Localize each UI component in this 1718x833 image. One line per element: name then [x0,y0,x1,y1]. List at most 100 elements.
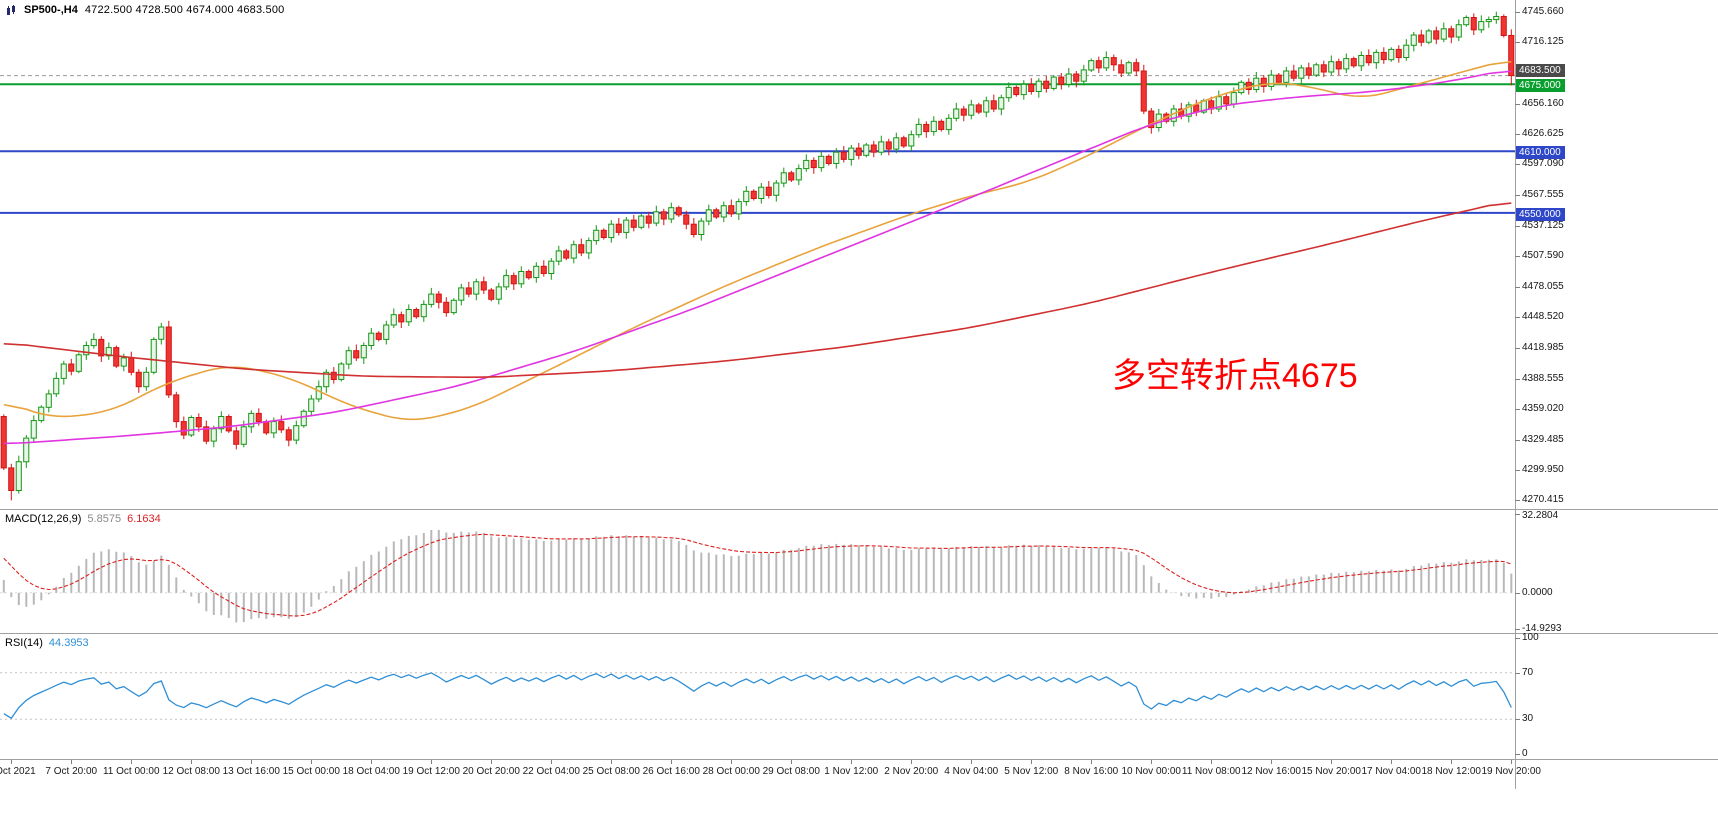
time-axis-label: 18 Nov 12:00 [1421,766,1482,777]
price-axis-label: 4388.555 [1522,372,1564,384]
axis-tick [1515,500,1520,502]
time-axis-tick [371,760,373,764]
time-axis-label: 12 Nov 16:00 [1241,766,1302,777]
axis-tick [1515,134,1520,136]
pivot-annotation-text[interactable]: 多空转折点4675 [1112,357,1358,395]
axis-tick [1515,514,1520,516]
axis-tick [1515,638,1520,639]
time-axis-label: 19 Nov 20:00 [1481,766,1542,777]
time-axis-tick [1451,760,1453,764]
time-axis-label: 20 Oct 20:00 [462,766,520,777]
price-axis-label: 4448.520 [1522,311,1564,323]
time-axis-tick [911,760,913,764]
time-axis-tick [1031,760,1033,764]
price-scale-separator [1515,0,1516,789]
axis-tick [1515,719,1520,721]
price-axis-label: 4270.415 [1522,494,1564,506]
rsi-indicator-chart[interactable] [0,634,1515,760]
time-axis-tick [1391,760,1393,764]
time-axis-tick [1331,760,1333,764]
macd-axis-label: -14.9293 [1522,622,1562,634]
time-axis-tick [251,760,253,764]
level-price-badge: 4610.000 [1516,146,1565,160]
price-axis-label: 4626.625 [1522,128,1564,140]
time-axis-tick [1151,760,1153,764]
macd-signal-line [3,533,1512,617]
price-axis-label: 4745.660 [1522,5,1564,17]
axis-tick [1515,672,1520,674]
time-axis-label: 15 Nov 20:00 [1301,766,1362,777]
price-axis-label: 4567.555 [1522,188,1564,200]
time-axis-tick [611,760,613,764]
rsi-axis-label: 70 [1522,666,1534,678]
price-axis-label: 4716.125 [1522,36,1564,48]
axis-tick [1515,164,1520,166]
rsi-name: RSI(14) [5,637,43,649]
time-axis-label: 10 Nov 00:00 [1121,766,1182,777]
time-axis-tick [671,760,673,764]
axis-tick [1515,439,1520,441]
time-axis-label: 5 Nov 12:00 [1004,766,1059,777]
rsi-axis-label: 0 [1522,748,1528,759]
time-axis-tick [491,760,493,764]
price-axis-label: 4359.020 [1522,403,1564,415]
time-axis-tick [971,760,973,764]
macd-main-value: 5.8575 [87,513,122,525]
time-axis-tick [1271,760,1273,764]
time-axis-tick [311,760,313,764]
level-price-badge: 4550.000 [1516,207,1565,221]
time-axis-label: 6 Oct 2021 [0,766,36,777]
rsi-axis-label: 30 [1522,713,1534,725]
time-axis-label: 17 Nov 04:00 [1361,766,1422,777]
panel-separator[interactable] [0,633,1718,634]
time-axis-tick [1511,760,1513,764]
slow-ma-line [3,202,1512,378]
level-price-badge: 4675.000 [1516,79,1565,93]
axis-tick [1515,103,1520,105]
axis-tick [1515,11,1520,13]
time-axis-label: 15 Oct 00:00 [282,766,340,777]
macd-name: MACD(12,26,9) [5,513,82,525]
time-axis-label: 13 Oct 16:00 [222,766,280,777]
axis-tick [1515,754,1520,755]
symbol-timeframe-label: SP500-,H4 [24,4,78,16]
ohlc-values: 4722.500 4728.500 4674.000 4683.500 [84,4,285,16]
time-axis-separator[interactable] [0,759,1718,760]
candlestick-icon [6,4,17,16]
axis-tick [1515,470,1520,471]
rsi-value: 44.3953 [48,637,89,649]
axis-tick [1515,317,1520,319]
time-axis-tick [1091,760,1093,764]
time-axis-label: 18 Oct 04:00 [342,766,400,777]
time-axis-label: 22 Oct 04:00 [522,766,580,777]
medium-ma-line [3,70,1512,445]
time-axis-label: 7 Oct 20:00 [45,766,98,777]
time-axis-label: 2 Nov 20:00 [884,766,939,777]
price-axis-label: 4418.985 [1522,341,1564,353]
time-axis-label: 19 Oct 12:00 [402,766,460,777]
panel-separator[interactable] [0,509,1718,510]
rsi-line [3,672,1512,720]
time-axis-label: 26 Oct 16:00 [642,766,700,777]
rsi-axis-label: 100 [1522,632,1539,643]
time-axis-label: 1 Nov 12:00 [824,766,879,777]
price-axis-label: 4299.950 [1522,464,1564,475]
time-axis-label: 29 Oct 08:00 [762,766,820,777]
time-axis-label: 11 Nov 08:00 [1181,766,1241,777]
axis-tick [1515,378,1520,380]
time-axis-tick [851,760,853,764]
time-axis-label: 8 Nov 16:00 [1064,766,1119,777]
macd-indicator-chart[interactable] [0,510,1515,634]
macd-axis-label: 32.2804 [1522,510,1559,521]
time-axis-tick [131,760,133,764]
price-axis-label: 4537.125 [1522,220,1564,232]
chart-header: SP500-,H4 4722.500 4728.500 4674.000 468… [6,4,285,16]
axis-tick [1515,194,1520,196]
time-axis-tick [791,760,793,764]
macd-signal-value: 6.1634 [127,513,161,525]
rsi-panel-label: RSI(14) 44.3953 [5,637,89,649]
macd-axis-label: 0.0000 [1522,586,1553,598]
time-axis-tick [1211,760,1213,764]
candlestick-chart[interactable] [0,0,1515,508]
